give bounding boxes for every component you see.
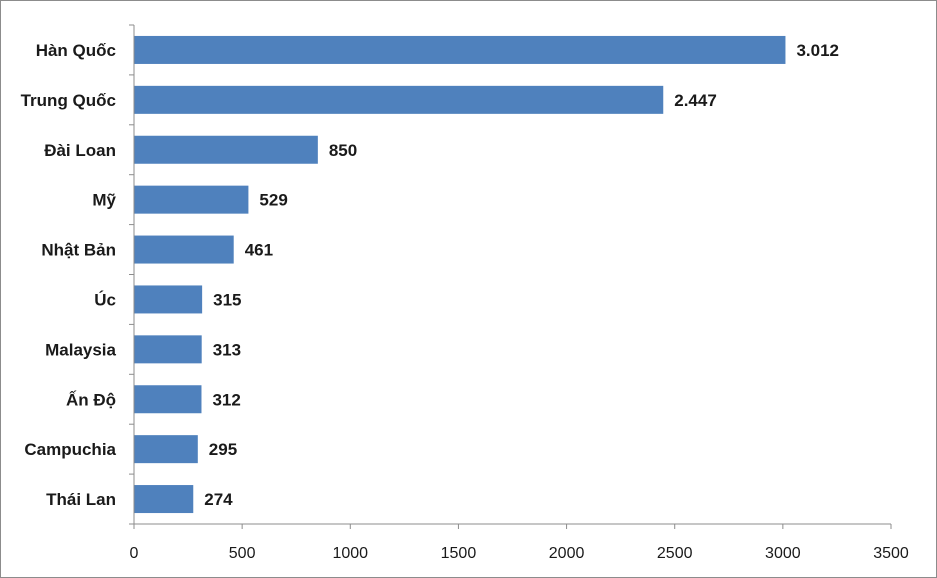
category-label: Nhật Bản <box>41 241 116 260</box>
category-label: Thái Lan <box>46 490 116 509</box>
category-label: Hàn Quốc <box>36 41 116 60</box>
x-tick-label: 1000 <box>332 545 368 562</box>
bar <box>134 435 198 464</box>
data-label: 274 <box>204 490 233 509</box>
x-tick-label: 3500 <box>873 545 909 562</box>
bar <box>134 335 202 364</box>
category-labels-group: Hàn Quốc Trung Quốc Đài Loan Mỹ Nhật Bản Úc Ma… <box>21 41 117 509</box>
category-label: Malaysia <box>45 340 116 359</box>
bars-group <box>134 35 786 514</box>
bar <box>134 285 203 314</box>
category-label: Campuchia <box>24 440 116 459</box>
x-tick-label: 500 <box>229 545 256 562</box>
x-tick-label: 2500 <box>657 545 693 562</box>
bar <box>134 485 194 514</box>
data-label: 315 <box>213 290 241 309</box>
bar <box>134 35 786 64</box>
category-label: Đài Loan <box>44 141 116 160</box>
x-tick-label: 0 <box>130 545 139 562</box>
axes-group <box>129 24 892 529</box>
data-label: 850 <box>329 141 357 160</box>
data-label: 312 <box>212 390 240 409</box>
category-label: Úc <box>94 290 116 309</box>
data-label: 313 <box>213 340 241 359</box>
data-label: 295 <box>209 440 237 459</box>
data-label: 461 <box>245 241 273 260</box>
category-label: Trung Quốc <box>21 91 116 110</box>
bar <box>134 85 664 114</box>
bar <box>134 385 202 414</box>
x-tick-label: 1500 <box>441 545 477 562</box>
bar <box>134 135 318 164</box>
x-tick-labels-group: 0 500 1000 1500 2000 2500 3000 3500 <box>130 545 909 562</box>
value-labels-group: 3.012 2.447 850 529 461 315 313 312 295 274 <box>204 41 839 509</box>
data-label: 2.447 <box>674 91 717 110</box>
category-label: Ấn Độ <box>66 390 116 409</box>
x-tick-label: 2000 <box>549 545 585 562</box>
bar <box>134 185 249 214</box>
bar <box>134 235 234 264</box>
data-label: 3.012 <box>796 41 839 60</box>
x-tick-label: 3000 <box>765 545 801 562</box>
category-label: Mỹ <box>92 191 116 210</box>
data-label: 529 <box>259 191 287 210</box>
